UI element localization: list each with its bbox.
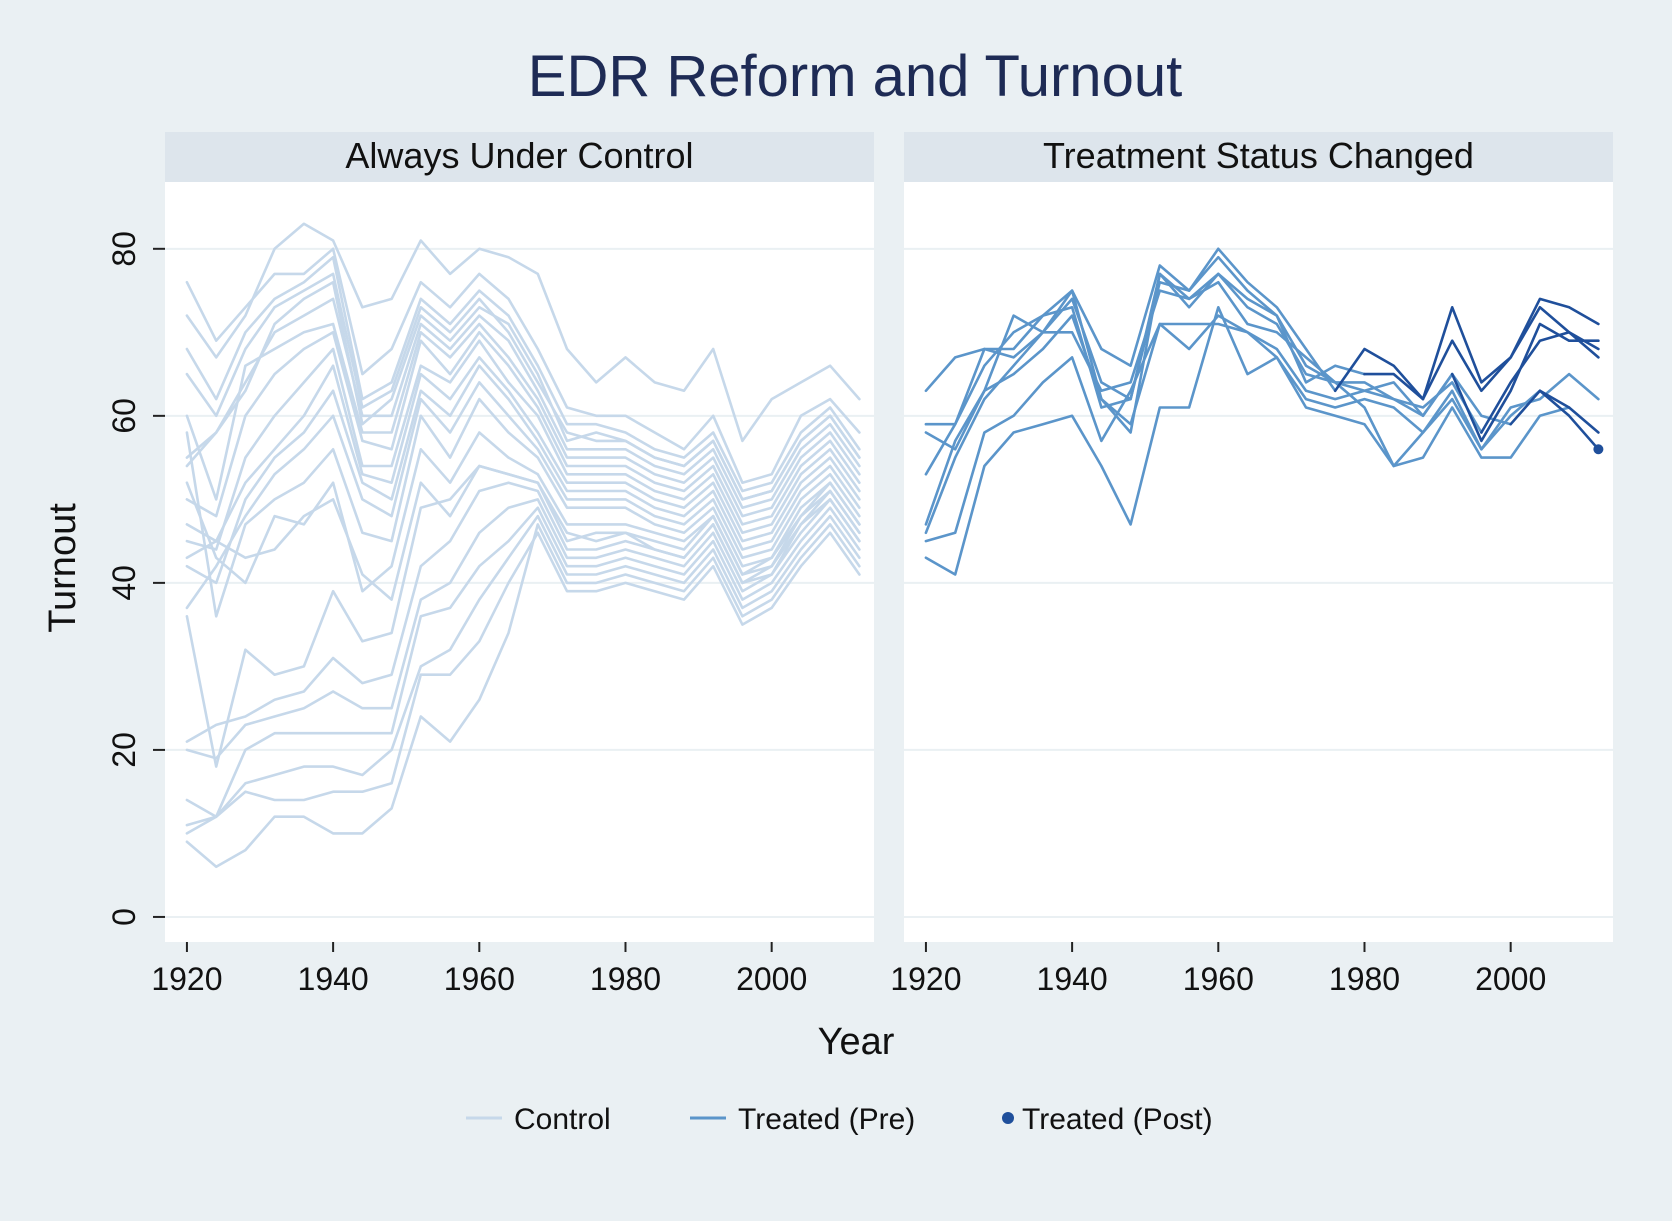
series-line-1-9	[185, 356, 861, 560]
series-line-1-3	[185, 255, 861, 493]
series-line-2-1	[924, 247, 1337, 393]
series-line-1-17	[185, 481, 861, 743]
x-tick-label-1-1940: 1940	[298, 961, 369, 997]
series-lines-2	[924, 247, 1604, 576]
y-tick-label-20: 20	[106, 732, 142, 768]
panel-title-2: Treatment Status Changed	[1043, 135, 1474, 176]
series-line-2-7	[924, 272, 1483, 476]
x-tick-label-1-1980: 1980	[590, 961, 661, 997]
x-tick-label-2-1960: 1960	[1183, 961, 1254, 997]
y-tick-label-0: 0	[106, 908, 142, 926]
series-line-2-2	[1333, 297, 1600, 401]
x-tick-label-1-2000: 2000	[736, 961, 807, 997]
x-tick-label-2-2000: 2000	[1475, 961, 1546, 997]
series-line-1-5	[185, 297, 861, 510]
legend-label-1: Control	[514, 1103, 611, 1136]
panel-treatment-status-changed: Treatment Status Changed 1920 1940 1960 198…	[890, 132, 1613, 997]
x-axis-title: Year	[818, 1021, 895, 1063]
x-tick-label-2-1940: 1940	[1037, 961, 1108, 997]
series-line-1-16	[185, 464, 861, 768]
series-line-1-20	[185, 514, 861, 827]
legend: Control Treated (Pre) Treated (Post)	[466, 1103, 1213, 1136]
series-line-2-9	[924, 314, 1512, 526]
series-line-1-18	[185, 498, 861, 760]
series-line-2-6	[1450, 322, 1600, 443]
panel-header-2	[904, 132, 1613, 182]
x-tick-label-1-1920: 1920	[151, 961, 222, 997]
plot-area-2	[904, 182, 1613, 942]
series-line-2-14	[924, 280, 1600, 535]
series-line-2-8	[1480, 330, 1600, 434]
legend-swatch-3	[1002, 1112, 1014, 1124]
x-axis-1: 1920 1940 1960 1980 2000	[151, 942, 807, 997]
series-line-1-19	[185, 506, 861, 819]
series-line-1-1	[185, 247, 861, 485]
treated-post-marker	[1593, 444, 1604, 455]
y-axis-title: Turnout	[42, 503, 84, 633]
y-tick-label-80: 80	[106, 231, 142, 267]
y-axis: 0 20 40 60 80	[106, 231, 165, 926]
y-tick-label-40: 40	[106, 565, 142, 601]
series-line-1-21	[185, 523, 861, 869]
x-axis-2: 1920 1940 1960 1980 2000	[890, 942, 1546, 997]
series-line-1-2	[185, 222, 861, 443]
panel-always-under-control: Always Under Control 1920 1940 1960 1980 200…	[151, 132, 874, 997]
series-line-2-12	[1538, 389, 1600, 451]
series-line-1-22	[185, 531, 861, 835]
series-line-1-11	[185, 381, 861, 610]
series-line-1-10	[185, 364, 861, 585]
legend-label-2: Treated (Pre)	[738, 1103, 915, 1136]
x-tick-label-2-1920: 1920	[890, 961, 961, 997]
y-tick-label-60: 60	[106, 398, 142, 434]
series-line-2-10	[1509, 389, 1600, 434]
gridlines-2	[904, 247, 1613, 918]
series-line-1-7	[185, 330, 861, 526]
series-line-2-11	[924, 322, 1542, 543]
series-line-1-6	[185, 322, 861, 518]
series-line-1-15	[185, 280, 861, 501]
series-line-2-13	[924, 305, 1571, 576]
legend-label-3: Treated (Post)	[1022, 1103, 1213, 1136]
x-tick-label-1-1960: 1960	[444, 961, 515, 997]
panel-title-1: Always Under Control	[345, 135, 693, 176]
panel-header-1	[165, 132, 874, 182]
chart-title: EDR Reform and Turnout	[528, 44, 1182, 109]
x-tick-label-2-1980: 1980	[1329, 961, 1400, 997]
series-lines-1	[185, 222, 861, 869]
series-line-2-4	[1363, 305, 1600, 401]
series-line-1-12	[185, 397, 861, 618]
series-line-1-8	[185, 339, 861, 551]
